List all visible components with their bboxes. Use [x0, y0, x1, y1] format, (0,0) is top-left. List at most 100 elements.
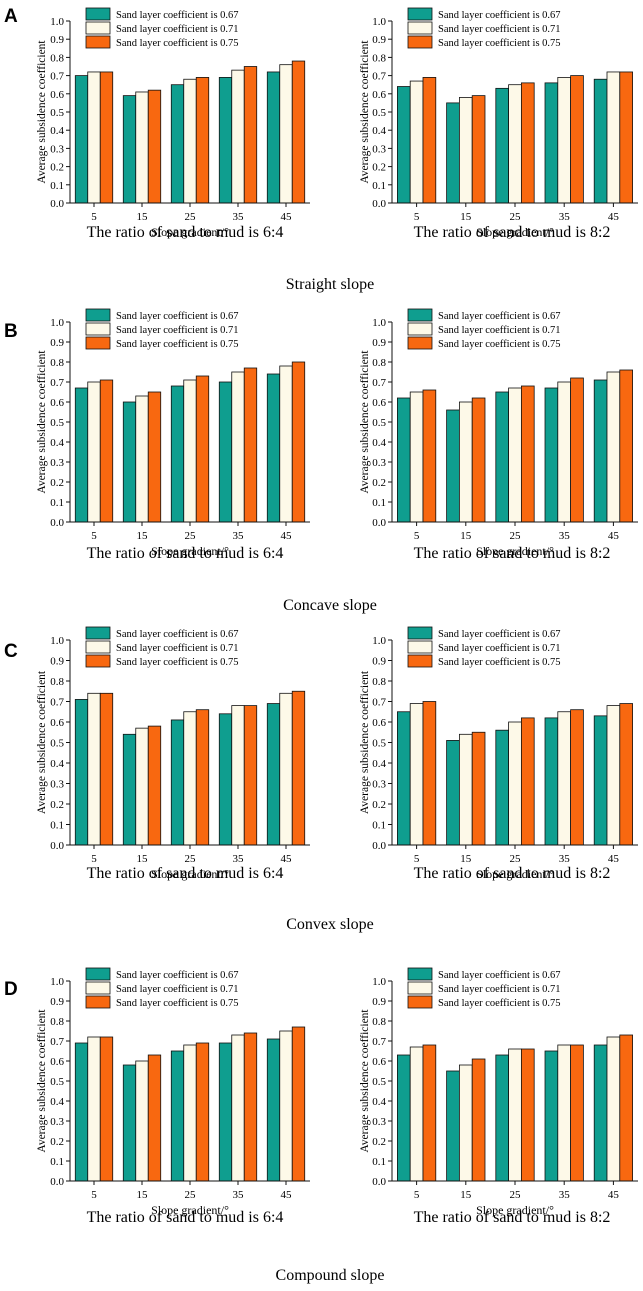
- panel-b: B 0.0 0.1 0.2 0.3 0.4 0.5 0.6 0.7 0.8 0.9 1.0 5 15 25 3…: [4, 308, 638, 614]
- y-tick-label: 0.5: [372, 1076, 386, 1088]
- bar-35-series-1: [544, 1050, 559, 1182]
- bar-35-series-2: [231, 705, 245, 846]
- bar-45-series-1: [266, 703, 281, 846]
- y-tick-label: 0.2: [50, 162, 64, 174]
- x-axis-label: Slope gradient/°: [476, 225, 554, 239]
- y-tick-label: 0.7: [372, 697, 386, 709]
- bar-15-series-1: [122, 401, 137, 523]
- legend-label-1: Sand layer coefficient is 0.67: [116, 311, 239, 322]
- y-tick-label: 0.7: [50, 377, 64, 389]
- legend-label-1: Sand layer coefficient is 0.67: [438, 970, 561, 981]
- legend-swatch-1: [407, 626, 433, 640]
- legend-swatch-1: [407, 7, 433, 21]
- x-tick-label: 15: [137, 211, 149, 223]
- y-tick-label: 0.6: [50, 1056, 64, 1068]
- x-tick-label: 5: [414, 530, 420, 542]
- slope-caption: Concave slope: [283, 597, 377, 614]
- y-axis-label: Average subsidence coefficient: [36, 40, 48, 184]
- legend-label-1: Sand layer coefficient is 0.67: [438, 311, 561, 322]
- legend-swatch-2: [85, 21, 111, 35]
- y-tick-label: 0.7: [372, 1036, 386, 1048]
- bar-5-series-1: [397, 397, 411, 523]
- y-tick-label: 1.0: [50, 976, 64, 988]
- panel-d: D 0.0 0.1 0.2 0.3 0.4 0.5 0.6 0.7 0.8 0.9 1.0 5 15 25 3…: [4, 967, 638, 1284]
- x-axis-label: Slope gradient/°: [151, 1203, 229, 1217]
- bar-5-series-1: [74, 699, 89, 846]
- bar-25-series-3: [521, 82, 535, 204]
- legend-label-1: Sand layer coefficient is 0.67: [438, 10, 561, 21]
- x-tick-label: 25: [185, 1189, 197, 1201]
- bar-15-series-3: [471, 397, 486, 523]
- ratio-caption: The ratio of sand to mud is 6:4: [87, 224, 284, 241]
- bar-25-series-3: [521, 385, 535, 523]
- x-axis-label: Slope gradient/°: [151, 867, 229, 881]
- y-tick-label: 0.9: [372, 337, 386, 349]
- bar-15-series-2: [135, 1060, 149, 1182]
- bar-25-series-1: [495, 391, 509, 523]
- x-tick-label: 45: [281, 211, 293, 223]
- chart-b-2: 0.0 0.1 0.2 0.3 0.4 0.5 0.6 0.7 0.8 0.9 1.0 5 15 25 35…: [359, 308, 638, 562]
- x-axis-label: Slope gradient/°: [151, 544, 229, 558]
- y-tick-label: 0.4: [372, 437, 386, 449]
- bar-15-series-3: [471, 1058, 486, 1182]
- legend: Sand layer coefficient is 0.67 Sand layer…: [407, 7, 561, 49]
- legend: Sand layer coefficient is 0.67 Sand layer…: [85, 308, 239, 350]
- y-tick-label: 0.1: [372, 1156, 386, 1168]
- y-tick-label: 0.0: [372, 1176, 386, 1188]
- bar-35-series-3: [243, 66, 258, 204]
- bar-25-series-3: [195, 1042, 210, 1182]
- bar-5-series-1: [397, 1054, 411, 1182]
- legend-swatch-3: [407, 336, 433, 350]
- y-tick-label: 0.5: [50, 1076, 64, 1088]
- y-tick-label: 0.5: [50, 417, 64, 429]
- chart-c-1: 0.0 0.1 0.2 0.3 0.4 0.5 0.6 0.7 0.8 0.9 1.0 5 15 25 35…: [36, 626, 310, 882]
- x-tick-label: 5: [91, 853, 97, 865]
- legend-label-2: Sand layer coefficient is 0.71: [116, 325, 239, 336]
- y-axis-label: Average subsidence coefficient: [359, 350, 371, 494]
- bar-15-series-3: [147, 89, 162, 204]
- x-tick-label: 35: [233, 530, 245, 542]
- y-tick-label: 0.4: [50, 758, 64, 770]
- bar-15-series-1: [122, 1064, 137, 1182]
- bar-5-series-2: [87, 1036, 101, 1182]
- slope-caption: Straight slope: [286, 276, 374, 293]
- y-tick-label: 0.2: [372, 799, 386, 811]
- x-axis-label: Slope gradient/°: [476, 1203, 554, 1217]
- bar-15-series-3: [147, 1054, 162, 1182]
- legend-swatch-3: [407, 654, 433, 668]
- panel-letter: C: [4, 641, 18, 662]
- y-tick-label: 0.7: [50, 697, 64, 709]
- bar-45-series-2: [606, 371, 621, 523]
- bar-15-series-1: [446, 102, 460, 204]
- bar-35-series-2: [557, 1044, 571, 1182]
- bar-35-series-3: [243, 367, 258, 523]
- legend-label-3: Sand layer coefficient is 0.75: [116, 339, 239, 350]
- bar-45-series-3: [619, 1034, 633, 1182]
- bar-35-series-3: [243, 705, 258, 846]
- x-tick-label: 15: [460, 211, 472, 223]
- bar-15-series-3: [471, 731, 486, 846]
- x-tick-label: 25: [510, 530, 522, 542]
- bar-35-series-2: [557, 77, 571, 204]
- legend-label-1: Sand layer coefficient is 0.67: [116, 10, 239, 21]
- bar-5-series-1: [74, 75, 89, 204]
- y-axis-label: Average subsidence coefficient: [36, 350, 48, 494]
- bar-5-series-3: [99, 1036, 114, 1182]
- bar-25-series-1: [495, 729, 509, 846]
- bar-45-series-2: [279, 1030, 293, 1182]
- y-tick-label: 0.1: [372, 180, 386, 192]
- ratio-caption: The ratio of sand to mud is 6:4: [87, 865, 284, 882]
- y-tick-label: 0.4: [372, 758, 386, 770]
- x-tick-label: 5: [91, 530, 97, 542]
- legend-label-3: Sand layer coefficient is 0.75: [116, 998, 239, 1009]
- x-tick-label: 25: [510, 211, 522, 223]
- slope-caption: Convex slope: [286, 916, 374, 933]
- bar-25-series-3: [521, 717, 535, 846]
- bar-5-series-3: [422, 389, 437, 523]
- bar-15-series-1: [446, 409, 460, 523]
- bar-5-series-1: [74, 1042, 89, 1182]
- bar-15-series-2: [458, 97, 473, 204]
- legend-label-2: Sand layer coefficient is 0.71: [438, 984, 561, 995]
- y-tick-label: 0.6: [372, 89, 386, 101]
